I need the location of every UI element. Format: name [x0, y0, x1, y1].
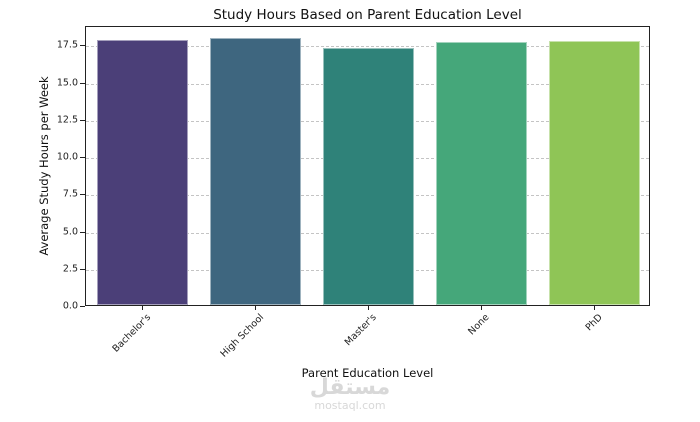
bar: [97, 39, 188, 305]
plot-area: [85, 26, 650, 306]
y-tick-label: 7.5: [62, 188, 78, 200]
watermark-latin: mostaql.com: [314, 399, 386, 412]
y-tick: [80, 157, 85, 159]
x-axis-label: Parent Education Level: [301, 366, 434, 380]
y-tick-label: 0.0: [62, 300, 78, 312]
y-tick: [80, 306, 85, 307]
bar: [549, 41, 640, 305]
y-tick: [80, 268, 85, 270]
y-tick-label: 5.0: [62, 226, 78, 238]
watermark-arabic: مستقل: [309, 375, 391, 400]
y-tick-label: 17.5: [56, 39, 78, 51]
x-tick: [254, 306, 256, 310]
x-tick: [367, 306, 369, 310]
gridline: [86, 46, 649, 48]
y-tick-label: 10.0: [56, 151, 78, 163]
x-tick: [593, 306, 595, 310]
y-tick: [80, 45, 85, 47]
x-tick-label: Bachelor's: [109, 312, 153, 355]
x-tick: [141, 306, 143, 310]
x-tick-label: Master's: [342, 312, 379, 349]
y-tick-label: 12.5: [56, 114, 78, 126]
y-tick-label: 15.0: [56, 77, 78, 89]
watermark: مستقل mostaql.com: [290, 375, 410, 413]
bar: [436, 42, 527, 305]
bar: [323, 48, 414, 305]
y-tick: [80, 194, 85, 196]
x-tick-label: High School: [218, 312, 266, 360]
chart-title: Study Hours Based on Parent Education Le…: [213, 7, 522, 23]
y-axis-label: Average Study Hours per Week: [37, 76, 51, 256]
bar: [210, 38, 301, 305]
y-tick: [80, 231, 85, 233]
x-tick-label: PhD: [583, 312, 605, 334]
y-tick-label: 2.5: [62, 263, 78, 275]
x-tick: [480, 306, 482, 310]
y-tick: [80, 82, 85, 84]
y-tick: [80, 119, 85, 121]
x-tick-label: None: [465, 312, 492, 338]
